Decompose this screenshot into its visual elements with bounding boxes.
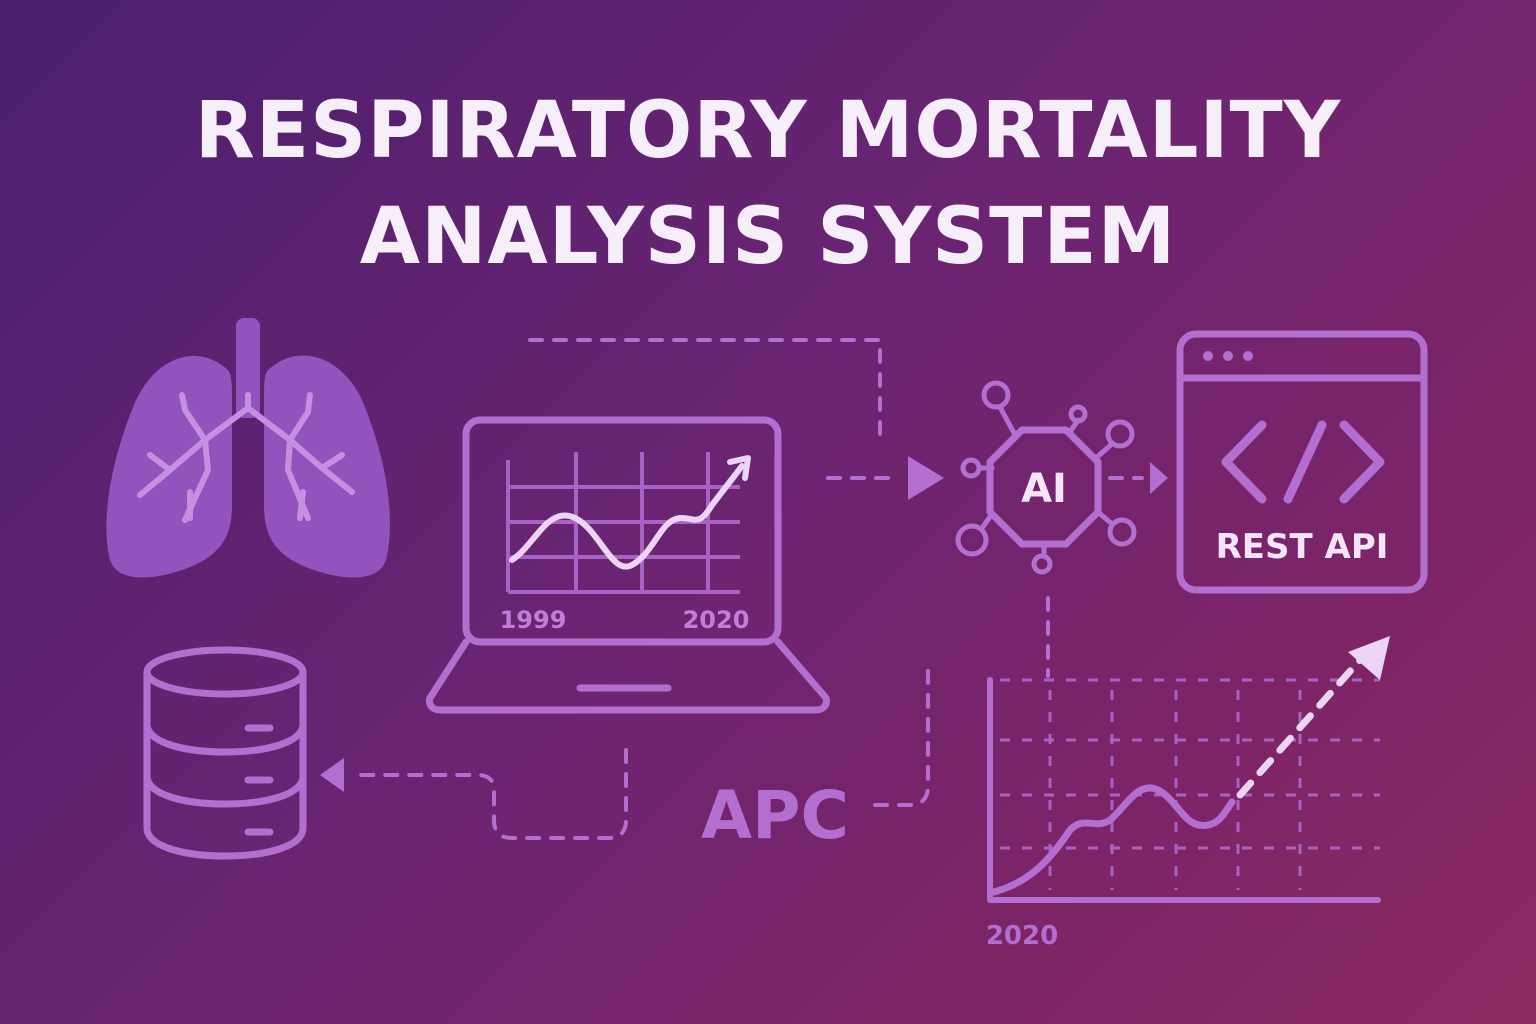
apc-label: APC [701, 777, 849, 854]
flow-laptop-to-ai [528, 338, 944, 500]
title-line-2: ANALYSIS SYSTEM [359, 192, 1177, 282]
rest-api-label: REST API [1216, 527, 1389, 567]
flow-laptop-to-database [320, 748, 628, 840]
database-icon [143, 646, 307, 860]
trend-chart-year: 2020 [986, 921, 1058, 951]
flow-apc: APC [701, 660, 930, 854]
laptop-chart-icon: 1999 2020 [426, 416, 830, 714]
laptop-chart-end-year: 2020 [683, 606, 750, 634]
flow-ai-to-api [1108, 462, 1168, 494]
ai-label: AI [1021, 466, 1067, 512]
code-window-icon: REST API [1176, 330, 1428, 594]
laptop-chart-start-year: 1999 [500, 606, 567, 634]
trend-chart-icon: 2020 [986, 636, 1390, 951]
page-title: RESPIRATORY MORTALITY ANALYSIS SYSTEM [0, 78, 1536, 290]
ai-chip-icon: AI [955, 380, 1137, 575]
lungs-icon [106, 318, 390, 578]
title-line-1: RESPIRATORY MORTALITY [194, 86, 1342, 176]
